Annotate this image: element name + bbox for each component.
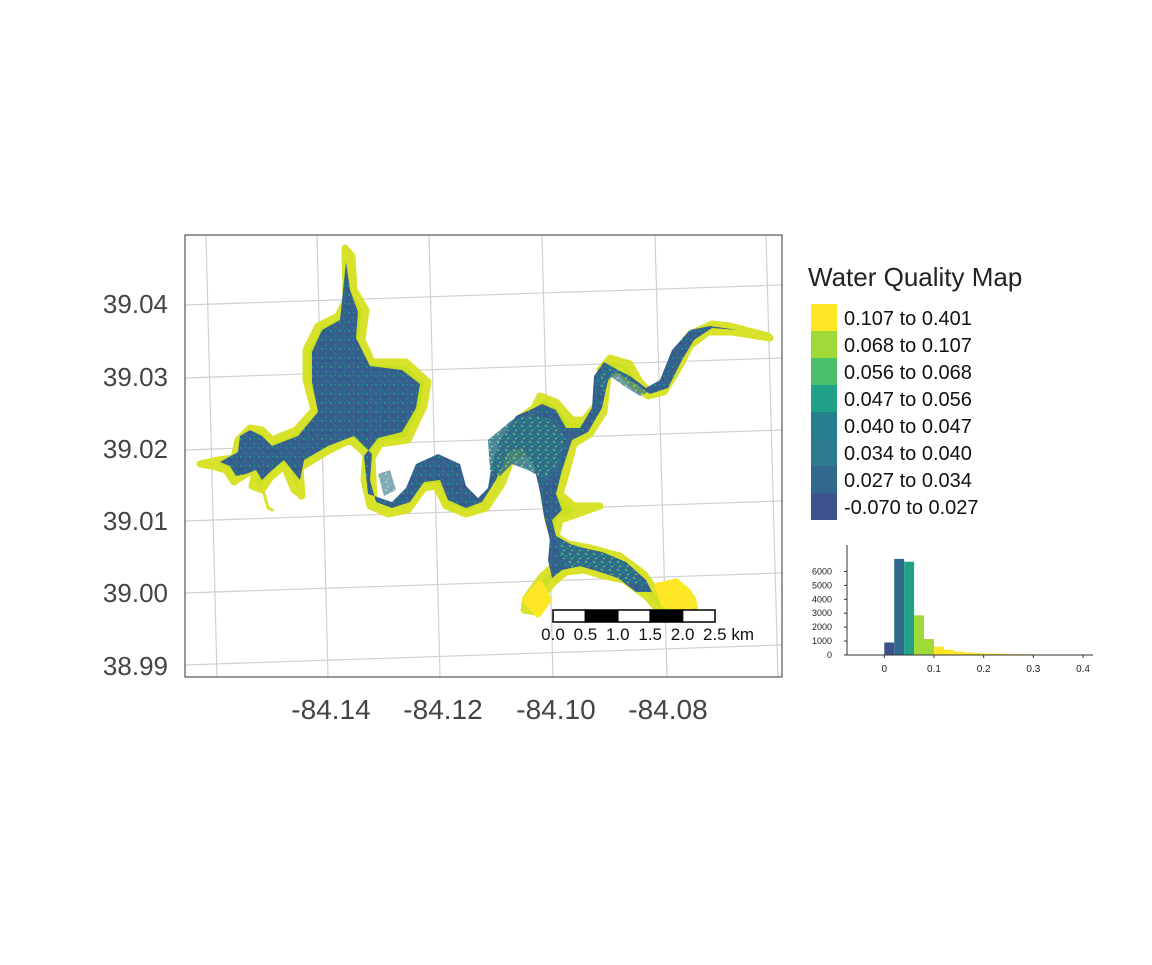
histogram-bar (924, 639, 934, 655)
legend-item-label: 0.034 to 0.040 (844, 443, 972, 465)
histogram-x-tick-label: 0.4 (1076, 664, 1090, 675)
legend-swatch (811, 412, 837, 439)
legend-item-label: 0.107 to 0.401 (844, 308, 972, 330)
latitude-tick-label: 39.03 (103, 362, 168, 392)
legend-swatch (811, 358, 837, 385)
histogram-bar (934, 647, 944, 655)
histogram-bar (914, 615, 924, 655)
histogram-y-tick-label: 0 (827, 650, 832, 660)
histogram-y-tick-label: 6000 (812, 566, 832, 576)
scale-bar-label: 2.5 km (703, 625, 754, 644)
legend-item-label: -0.070 to 0.027 (844, 497, 979, 519)
latitude-tick-label: 39.01 (103, 506, 168, 536)
longitude-axis: -84.14 -84.12 -84.10 -84.08 (291, 694, 707, 725)
legend-item-label: 0.040 to 0.047 (844, 416, 972, 438)
legend-swatch (811, 466, 837, 493)
histogram-bar (904, 562, 914, 655)
scale-bar-segment (683, 610, 715, 622)
histogram-bar (954, 652, 964, 655)
latitude-axis: 39.04 39.03 39.02 39.01 39.00 38.99 (103, 289, 168, 681)
legend-swatch (811, 385, 837, 412)
legend-swatch (811, 304, 837, 331)
histogram-y-tick-label: 4000 (812, 594, 832, 604)
legend-item-label: 0.056 to 0.068 (844, 362, 972, 384)
longitude-tick-label: -84.14 (291, 694, 370, 725)
latitude-tick-label: 38.99 (103, 651, 168, 681)
latitude-tick-label: 39.04 (103, 289, 168, 319)
scale-bar-label: 0.0 (541, 625, 565, 644)
legend: 0.107 to 0.401 0.068 to 0.107 0.056 to 0.0… (811, 304, 979, 520)
histogram-y-tick-label: 5000 (812, 580, 832, 590)
graticule-parallel (185, 645, 782, 665)
graticule-meridian (766, 235, 778, 677)
scale-bar-segment (553, 610, 585, 622)
histogram-y-tick-label: 1000 (812, 636, 832, 646)
histogram-bar (884, 642, 894, 655)
reservoir-raster (200, 248, 770, 614)
scale-bar-label: 1.5 (638, 625, 662, 644)
histogram-chart: 0 1000 2000 3000 4000 5000 6000 0 0.1 0.2 0.3 0.4 (812, 545, 1093, 675)
histogram-x-tick-label: 0 (881, 664, 887, 675)
histogram-bar (944, 650, 954, 655)
latitude-tick-label: 39.00 (103, 578, 168, 608)
legend-item-label: 0.068 to 0.107 (844, 335, 972, 357)
graticule-parallel (185, 358, 782, 378)
legend-swatch (811, 493, 837, 520)
graticule-meridian (206, 235, 217, 677)
scale-bar-label: 0.5 (574, 625, 598, 644)
scale-bar: 0.0 0.5 1.0 1.5 2.0 2.5 km (541, 610, 754, 644)
scale-bar-segment (618, 610, 650, 622)
longitude-tick-label: -84.10 (516, 694, 595, 725)
scale-bar-label: 1.0 (606, 625, 630, 644)
longitude-tick-label: -84.08 (628, 694, 707, 725)
scale-bar-label: 2.0 (671, 625, 695, 644)
scale-bar-segment (585, 610, 617, 622)
histogram-bar (894, 559, 904, 655)
legend-swatch (811, 331, 837, 358)
legend-swatch (811, 439, 837, 466)
legend-item-label: 0.047 to 0.056 (844, 389, 972, 411)
latitude-tick-label: 39.02 (103, 434, 168, 464)
scale-bar-segment (650, 610, 682, 622)
histogram-x-tick-label: 0.3 (1026, 664, 1040, 675)
histogram-x-tick-label: 0.1 (927, 664, 941, 675)
histogram-y-tick-label: 2000 (812, 622, 832, 632)
longitude-tick-label: -84.12 (403, 694, 482, 725)
graticule-parallel (185, 285, 782, 305)
legend-item-label: 0.027 to 0.034 (844, 470, 972, 492)
histogram-y-tick-label: 3000 (812, 608, 832, 618)
histogram-x-tick-label: 0.2 (977, 664, 991, 675)
graticule-parallel (185, 573, 782, 593)
legend-title: Water Quality Map (808, 262, 1022, 292)
